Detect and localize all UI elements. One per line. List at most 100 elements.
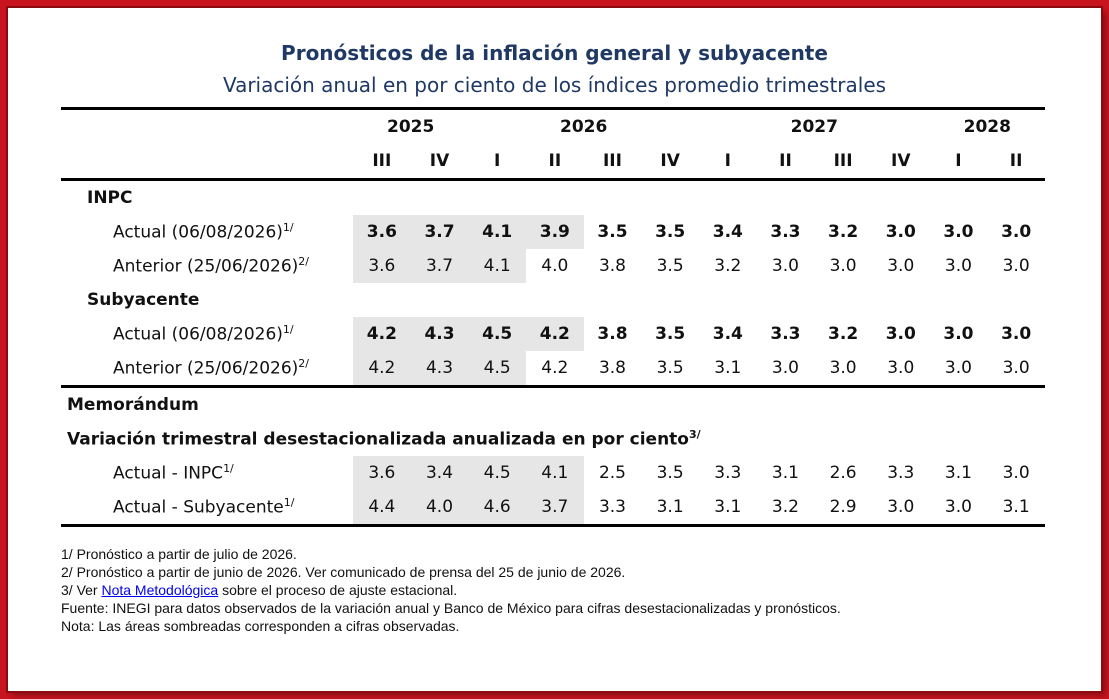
value-cell: 3.0 bbox=[929, 351, 988, 388]
quarter-header: III bbox=[583, 144, 642, 181]
year-header-row: 2025 2026 2027 2028 bbox=[61, 107, 1045, 144]
value-cell: 3.0 bbox=[829, 256, 857, 276]
section-row-inpc: INPC bbox=[61, 180, 1045, 216]
value-cell: 3.8 bbox=[583, 351, 642, 388]
value-cell: 3.6 bbox=[353, 215, 411, 249]
value-cell: 3.0 bbox=[943, 324, 974, 344]
value-cell: 4.0 bbox=[541, 256, 569, 276]
table-row: Actual (06/08/2026)1/ 4.2 4.3 4.5 4.2 3.8 3.5… bbox=[61, 317, 1045, 351]
value-cell: 3.0 bbox=[929, 490, 988, 527]
quarter-header: I bbox=[698, 144, 757, 181]
value-cell: 4.0 bbox=[410, 490, 469, 527]
value-cell: 3.5 bbox=[641, 351, 699, 388]
quarter-header: II bbox=[526, 144, 584, 181]
value-cell: 3.0 bbox=[1002, 256, 1030, 276]
value-cell: 3.1 bbox=[944, 463, 972, 483]
value-cell: 3.1 bbox=[771, 463, 799, 483]
value-cell: 3.0 bbox=[1001, 324, 1032, 344]
content-panel: Pronósticos de la inflación general y su… bbox=[6, 6, 1103, 693]
quarter-header: I bbox=[929, 144, 988, 181]
value-cell: 3.5 bbox=[597, 222, 628, 242]
forecast-table: 2025 2026 2027 2028 III IV I II III IV I… bbox=[61, 107, 1045, 527]
row-label: Anterior (25/06/2026)2/ bbox=[113, 255, 310, 277]
value-cell: 3.3 bbox=[714, 463, 742, 483]
value-cell: 3.4 bbox=[410, 456, 469, 490]
footnote-2: 2/ Pronóstico a partir de junio de 2026.… bbox=[61, 564, 626, 580]
footnote-1: 1/ Pronóstico a partir de julio de 2026. bbox=[61, 546, 297, 562]
value-cell: 3.0 bbox=[944, 256, 972, 276]
value-cell: 3.1 bbox=[698, 351, 757, 388]
row-label: Actual (06/08/2026)1/ bbox=[113, 221, 294, 243]
value-cell: 3.0 bbox=[887, 256, 915, 276]
value-cell: 3.2 bbox=[714, 256, 742, 276]
quarter-header: I bbox=[468, 144, 526, 181]
value-cell: 3.1 bbox=[698, 490, 757, 527]
nota-metodologica-link[interactable]: Nota Metodológica bbox=[101, 582, 219, 598]
value-cell: 3.6 bbox=[353, 456, 411, 490]
value-cell: 3.7 bbox=[526, 490, 584, 527]
value-cell: 3.0 bbox=[1001, 222, 1032, 242]
value-cell: 4.3 bbox=[410, 317, 469, 351]
quarter-header-row: III IV I II III IV I II III IV I II bbox=[61, 144, 1045, 181]
quarter-header: IV bbox=[410, 144, 469, 181]
value-cell: 4.2 bbox=[526, 351, 584, 388]
value-cell: 3.0 bbox=[756, 351, 815, 388]
value-cell: 4.4 bbox=[353, 490, 411, 527]
quarter-header: II bbox=[756, 144, 815, 181]
value-cell: 3.2 bbox=[756, 490, 815, 527]
value-cell: 4.1 bbox=[468, 249, 526, 283]
value-cell: 4.5 bbox=[468, 351, 526, 388]
value-cell: 3.6 bbox=[353, 249, 411, 283]
quarter-header: III bbox=[814, 144, 872, 181]
value-cell: 3.8 bbox=[597, 324, 628, 344]
source-note: Fuente: INEGI para datos observados de l… bbox=[61, 600, 841, 616]
value-cell: 3.0 bbox=[987, 351, 1045, 388]
section-label: Subyacente bbox=[87, 290, 200, 310]
value-cell: 4.2 bbox=[526, 317, 584, 351]
value-cell: 3.5 bbox=[655, 222, 686, 242]
quarter-header: IV bbox=[871, 144, 930, 181]
value-cell: 3.7 bbox=[410, 215, 469, 249]
table-row: Anterior (25/06/2026)2/ 4.2 4.3 4.5 4.2 3.8 3… bbox=[61, 351, 1045, 388]
table-row: Actual - Subyacente1/ 4.4 4.0 4.6 3.7 3.3 3.1… bbox=[61, 490, 1045, 527]
value-cell: 3.0 bbox=[771, 256, 799, 276]
value-cell: 3.1 bbox=[641, 490, 699, 527]
value-cell: 3.0 bbox=[871, 351, 930, 388]
value-cell: 4.2 bbox=[353, 351, 411, 388]
row-label: Anterior (25/06/2026)2/ bbox=[61, 351, 354, 388]
table-title: Pronósticos de la inflación general y su… bbox=[281, 41, 828, 65]
value-cell: 3.0 bbox=[885, 222, 916, 242]
value-cell: 3.2 bbox=[828, 222, 859, 242]
value-cell: 3.0 bbox=[885, 324, 916, 344]
value-cell: 3.3 bbox=[583, 490, 642, 527]
value-cell: 4.6 bbox=[468, 490, 526, 527]
footnote-3: 3/ Ver Nota Metodológica sobre el proces… bbox=[61, 582, 458, 598]
value-cell: 3.5 bbox=[655, 324, 686, 344]
value-cell: 3.7 bbox=[410, 249, 469, 283]
section-row-memo: Memorándum bbox=[61, 387, 1045, 423]
section-row-memo-sub: Variación trimestral desestacionalizada … bbox=[61, 422, 1045, 456]
value-cell: 4.3 bbox=[410, 351, 469, 388]
footnotes: 1/ Pronóstico a partir de julio de 2026.… bbox=[61, 545, 841, 635]
value-cell: 3.3 bbox=[887, 463, 915, 483]
value-cell: 3.4 bbox=[712, 222, 743, 242]
value-cell: 3.0 bbox=[814, 351, 872, 388]
value-cell: 2.6 bbox=[829, 463, 857, 483]
value-cell: 3.3 bbox=[770, 324, 801, 344]
section-label: INPC bbox=[87, 188, 133, 208]
value-cell: 3.5 bbox=[656, 256, 684, 276]
section-sublabel: Variación trimestral desestacionalizada … bbox=[67, 428, 701, 450]
year-header: 2028 bbox=[929, 107, 1045, 144]
quarter-header: II bbox=[987, 144, 1045, 181]
value-cell: 3.2 bbox=[828, 324, 859, 344]
row-label: Actual - Subyacente1/ bbox=[61, 490, 354, 527]
value-cell: 2.9 bbox=[814, 490, 872, 527]
year-header: 2026 bbox=[468, 107, 699, 144]
value-cell: 4.5 bbox=[468, 317, 526, 351]
section-label: Memorándum bbox=[67, 395, 199, 415]
value-cell: 3.9 bbox=[526, 215, 584, 249]
value-cell: 3.5 bbox=[656, 463, 684, 483]
value-cell: 4.1 bbox=[468, 215, 526, 249]
value-cell: 3.0 bbox=[1002, 463, 1030, 483]
